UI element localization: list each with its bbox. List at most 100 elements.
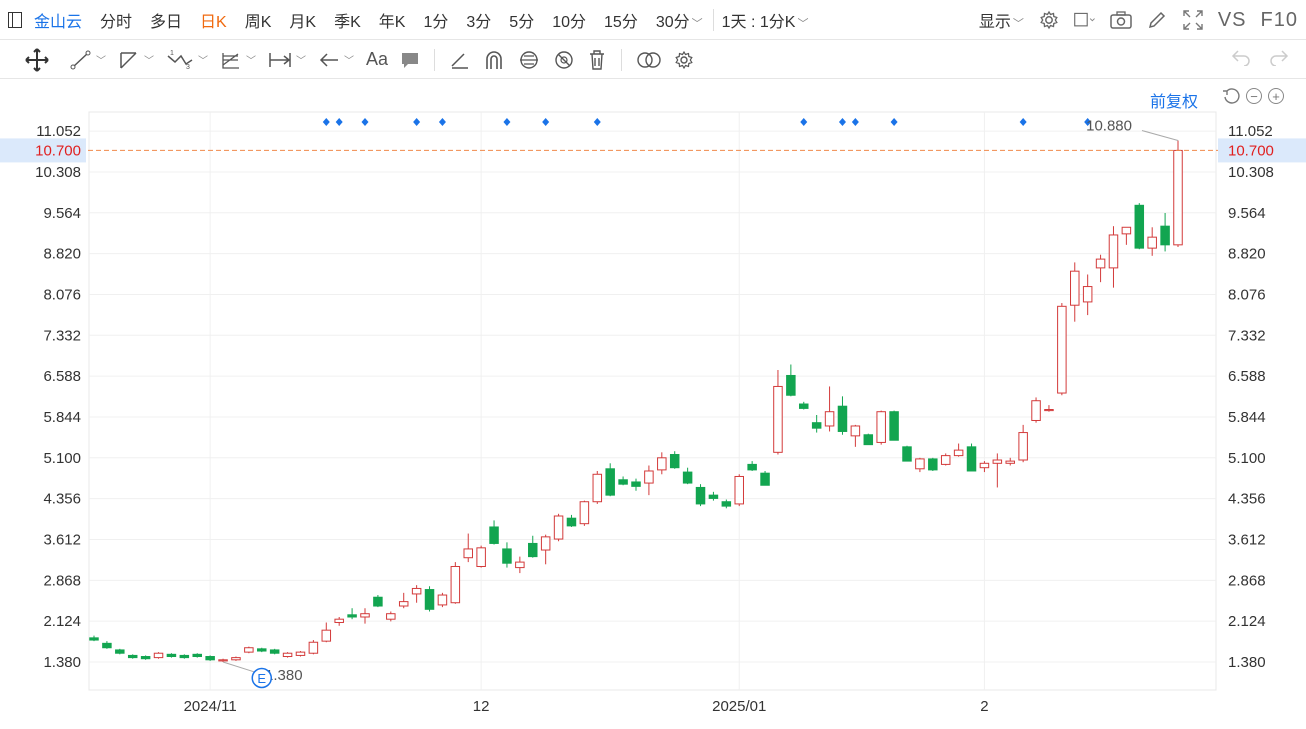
x-tick-label: 2025/01 [712, 698, 766, 715]
chevron-down-icon: ﹀ [96, 56, 106, 67]
period-tab[interactable]: 10分 [552, 13, 587, 31]
fullscreen-icon[interactable] [1182, 9, 1204, 31]
period-tab[interactable]: 多日 [150, 13, 183, 31]
layout-square-icon[interactable] [1074, 9, 1096, 31]
adjust-mode-button[interactable]: 前复权 [1150, 94, 1199, 111]
candle-body [1070, 270, 1080, 306]
candle-body [257, 648, 267, 652]
undo-icon[interactable] [1230, 48, 1252, 72]
fib-tool-icon[interactable]: ﹀ [220, 50, 256, 70]
period-tab[interactable]: 月K [289, 13, 317, 31]
camera-icon[interactable] [1110, 9, 1132, 31]
undo-redo [1230, 48, 1290, 72]
candle-body [192, 653, 202, 658]
zoom-in-icon[interactable]: + [1268, 88, 1284, 104]
period-tab[interactable]: 周K [244, 13, 272, 31]
wave-tool-icon[interactable]: 1 3 ﹀ [166, 50, 208, 70]
hide-drawing-icon[interactable] [553, 49, 575, 71]
text-tool-icon[interactable]: Aa [366, 49, 389, 69]
panel-toggle-icon[interactable] [8, 11, 22, 28]
candle-body [644, 470, 654, 484]
event-dot [361, 118, 369, 126]
price-label-bg-right [1218, 138, 1306, 163]
candle-body [850, 425, 861, 437]
settings-gear-icon[interactable] [1038, 9, 1060, 31]
combo-dropdown[interactable]: 1天 : 1分K ﹀ [722, 8, 809, 32]
comment-tool-icon[interactable] [400, 50, 420, 70]
candle-body [902, 446, 912, 462]
chevron-down-icon: ﹀ [246, 56, 256, 67]
compare-circles-icon[interactable] [636, 50, 662, 70]
chevron-down-icon: ﹀ [198, 56, 208, 67]
redo-icon[interactable] [1268, 48, 1290, 72]
period-tab[interactable]: 5分 [509, 13, 535, 31]
stock-name[interactable]: 金山云 [34, 13, 83, 31]
y-tick-label-left: 6.588 [43, 368, 81, 385]
measure-tool-icon[interactable]: ﹀ [268, 50, 306, 70]
move-cross-icon[interactable] [24, 47, 50, 73]
period-tab[interactable]: 季K [334, 13, 361, 31]
event-dot [335, 118, 343, 126]
candle-body [889, 411, 899, 441]
candle-body [528, 542, 538, 558]
candle-body [321, 629, 332, 642]
y-tick-label-left: 9.564 [43, 205, 81, 222]
event-dot [890, 118, 898, 126]
continuous-draw-icon[interactable] [449, 50, 471, 70]
candle-body [1057, 305, 1067, 394]
y-tick-label-left: 3.612 [43, 531, 81, 548]
vs-button[interactable]: VS [1217, 8, 1247, 31]
candle-body [373, 596, 383, 607]
svg-text:3: 3 [186, 64, 190, 70]
period-tab[interactable]: 3分 [466, 13, 492, 31]
delete-trash-icon[interactable] [587, 49, 607, 71]
display-dropdown[interactable]: 显示 ﹀ [979, 8, 1024, 32]
reset-icon[interactable] [1222, 88, 1240, 111]
period-tab[interactable]: 分时 [100, 13, 133, 31]
period-tab[interactable]: 年K [378, 13, 406, 31]
event-dot [1084, 118, 1092, 126]
lock-drawing-icon[interactable] [517, 49, 541, 71]
pencil-icon[interactable] [1146, 9, 1168, 31]
magnet-icon[interactable] [483, 49, 505, 71]
candle-body [450, 565, 461, 604]
candle-body [282, 652, 293, 658]
candle-body [979, 462, 990, 469]
candle-body [269, 649, 280, 654]
toolbar-settings-icon[interactable] [674, 50, 694, 70]
period-tab-active[interactable]: 日K [200, 13, 227, 31]
event-dot [438, 118, 446, 126]
arrow-tool-icon[interactable]: ﹀ [318, 50, 354, 70]
y-tick-label-left: 2.124 [43, 613, 81, 630]
candle-body [1160, 225, 1170, 246]
event-dot [838, 118, 846, 126]
candle-body [411, 587, 422, 595]
candle-body [1031, 400, 1041, 421]
zoom-out-icon[interactable]: − [1246, 88, 1262, 104]
candle-body [682, 471, 693, 484]
y-tick-label-right: 4.356 [1228, 491, 1266, 508]
candle-body [140, 656, 151, 660]
period-tab[interactable]: 1分 [423, 13, 449, 31]
channel-tool-icon[interactable]: ﹀ [118, 50, 154, 70]
period-tab[interactable]: 15分 [604, 13, 638, 31]
candle-body [179, 654, 190, 659]
candle-body [515, 561, 525, 569]
candle-body [540, 536, 551, 551]
event-dot [542, 118, 550, 126]
line-tool-icon[interactable]: ﹀ [70, 50, 106, 70]
candle-body [773, 385, 783, 453]
period-dropdown[interactable]: 30分 ﹀ [656, 8, 703, 32]
divider [434, 48, 436, 71]
event-dot [1019, 118, 1027, 126]
x-tick-label: 12 [473, 698, 490, 715]
candle-body [334, 618, 344, 623]
event-dot [503, 118, 511, 126]
y-tick-label-right: 5.100 [1228, 450, 1266, 467]
f10-button[interactable]: F10 [1260, 8, 1298, 31]
y-tick-label-left: 1.380 [43, 654, 81, 671]
y-tick-label-left: 7.332 [43, 327, 81, 344]
y-tick-label-right: 3.612 [1228, 531, 1266, 548]
candle-body [708, 494, 719, 499]
